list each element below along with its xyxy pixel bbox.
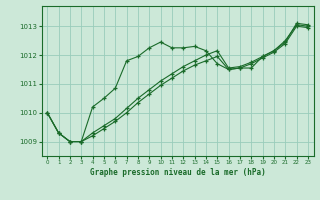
X-axis label: Graphe pression niveau de la mer (hPa): Graphe pression niveau de la mer (hPa) bbox=[90, 168, 266, 177]
